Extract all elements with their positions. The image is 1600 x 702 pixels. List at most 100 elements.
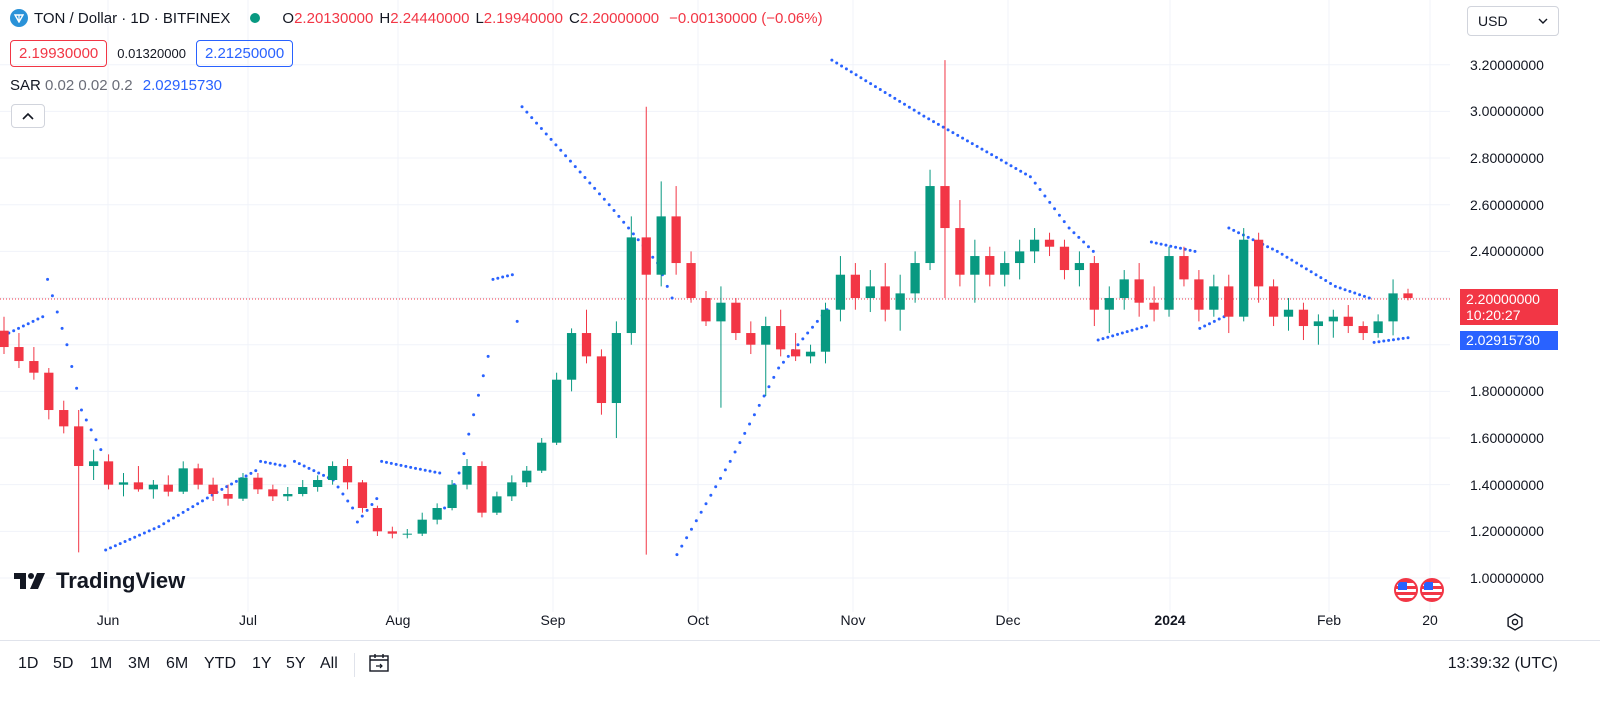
candle <box>477 461 487 518</box>
chart-settings-button[interactable] <box>1505 612 1525 632</box>
candle-body <box>701 298 711 322</box>
sar-dot <box>636 238 640 242</box>
candle <box>1343 305 1353 334</box>
sar-dot <box>985 150 989 154</box>
candle-body <box>44 372 54 411</box>
candle-body <box>1015 251 1025 264</box>
sar-dot <box>1174 245 1178 249</box>
candle-body <box>283 494 293 497</box>
range-all-button[interactable]: All <box>320 655 338 672</box>
sar-dot <box>496 276 500 280</box>
candle <box>238 473 248 502</box>
currency-select[interactable]: USD <box>1467 6 1559 36</box>
candle-body <box>178 468 188 492</box>
symbol-title[interactable]: TON / Dollar · 1D · BITFINEX <box>34 9 231 27</box>
range-1y-button[interactable]: 1Y <box>252 655 272 672</box>
sar-dot <box>225 485 229 489</box>
candle <box>372 505 383 537</box>
candle-body <box>790 349 801 357</box>
candle-body <box>14 347 24 362</box>
sell-price-button[interactable]: 2.19930000 <box>10 40 108 67</box>
candle <box>74 410 84 553</box>
sar-dot <box>922 114 926 118</box>
tradingview-logo[interactable]: TradingView <box>14 568 185 594</box>
market-status-icon[interactable] <box>250 13 261 23</box>
sar-dot <box>757 403 761 407</box>
candle-body <box>1104 298 1114 310</box>
candle-body <box>820 309 831 352</box>
sar-dot <box>370 503 374 507</box>
sar-dot <box>583 176 587 180</box>
sar-dot <box>1043 194 1047 198</box>
sar-dot <box>1275 249 1279 253</box>
buy-price-button[interactable]: 2.21250000 <box>195 40 294 67</box>
sar-dot <box>1372 340 1376 344</box>
y-tick: 3.00000000 <box>1470 103 1544 120</box>
candle-body <box>805 351 816 357</box>
candle-body <box>1044 239 1055 247</box>
candle-body <box>492 496 502 513</box>
range-5d-button[interactable]: 5D <box>53 655 74 672</box>
last-price-label: 2.20000000 10:20:27 <box>1460 289 1558 325</box>
candle-body <box>835 274 846 310</box>
sar-dot <box>380 459 384 463</box>
sar-dot <box>1251 238 1255 242</box>
sar-dot <box>118 542 122 546</box>
sar-dot <box>593 186 597 190</box>
range-6m-button[interactable]: 6M <box>166 655 189 672</box>
candle <box>1149 286 1159 322</box>
range-3m-button[interactable]: 3M <box>128 655 151 672</box>
candle-body <box>342 466 353 483</box>
low-label: L <box>475 9 484 27</box>
range-1m-button[interactable]: 1M <box>90 655 113 672</box>
sar-dot <box>1198 326 1202 330</box>
candle-body <box>611 333 622 404</box>
candle-body <box>895 293 905 310</box>
candle-body <box>432 508 442 520</box>
sar-dot <box>704 502 708 506</box>
candle <box>253 473 263 495</box>
sar-dot <box>1358 293 1362 297</box>
sar-dot <box>312 469 316 473</box>
sar-dot <box>1212 319 1216 323</box>
candle-body <box>1254 239 1264 287</box>
sar-dot <box>491 277 495 281</box>
us-flag-icon[interactable] <box>1420 578 1444 602</box>
y-tick: 3.20000000 <box>1470 56 1544 73</box>
candle <box>596 349 607 415</box>
sar-dot <box>549 137 553 141</box>
range-ytd-button[interactable]: YTD <box>204 655 236 672</box>
go-to-date-button[interactable] <box>368 652 390 674</box>
candle-body <box>253 477 263 490</box>
sar-dot <box>796 343 800 347</box>
price-axis[interactable]: 3.20000000 3.00000000 2.80000000 2.60000000… <box>1450 0 1600 640</box>
sar-dot <box>1203 324 1207 328</box>
sar-dot <box>191 505 195 509</box>
utc-clock[interactable]: 13:39:32 (UTC) <box>1447 655 1558 672</box>
candle <box>671 186 681 275</box>
time-axis[interactable]: Jun Jul Aug Sep Oct Nov Dec 2024 Feb 20 <box>0 612 1450 638</box>
sar-dot <box>1217 317 1221 321</box>
indicator-legend[interactable]: SAR 0.02 0.02 0.2 2.02915730 <box>10 77 222 94</box>
x-tick: Dec <box>995 612 1021 628</box>
candle-body <box>1209 286 1219 310</box>
sar-dot <box>1343 288 1347 292</box>
economic-events[interactable] <box>1394 578 1446 602</box>
y-tick: 2.80000000 <box>1470 150 1544 167</box>
candle <box>1268 279 1279 327</box>
us-flag-icon[interactable] <box>1394 578 1418 602</box>
sar-dot <box>1082 240 1086 244</box>
sar-dot <box>568 159 572 163</box>
price-chart[interactable] <box>0 0 1450 612</box>
sar-dot <box>1130 328 1134 332</box>
sar-dot <box>55 310 59 314</box>
candle <box>148 480 158 499</box>
indicator-name: SAR <box>10 77 41 94</box>
collapse-legend-button[interactable] <box>11 104 45 128</box>
sar-dot <box>36 317 40 321</box>
range-5y-button[interactable]: 5Y <box>286 655 306 672</box>
sar-dot <box>1053 207 1057 211</box>
calendar-icon <box>369 654 389 672</box>
range-1d-button[interactable]: 1D <box>18 655 39 672</box>
candle <box>1119 270 1129 310</box>
